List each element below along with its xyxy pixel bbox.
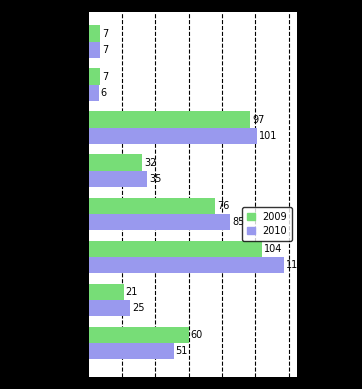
Text: 7: 7	[102, 29, 109, 39]
Bar	[89, 300, 130, 316]
Text: 6: 6	[101, 88, 107, 98]
Text: 97: 97	[252, 115, 265, 124]
Bar	[89, 154, 142, 171]
Bar	[89, 257, 283, 273]
Bar	[89, 198, 215, 214]
Bar	[89, 240, 262, 257]
Text: 101: 101	[259, 131, 277, 141]
Bar	[89, 25, 100, 42]
Text: 7: 7	[102, 45, 109, 55]
Text: 76: 76	[217, 201, 230, 211]
Text: 35: 35	[149, 174, 161, 184]
Text: 117: 117	[286, 260, 304, 270]
Text: 104: 104	[264, 244, 282, 254]
Bar	[89, 85, 99, 101]
Bar	[89, 128, 257, 144]
Text: 60: 60	[191, 330, 203, 340]
Text: 85: 85	[232, 217, 245, 227]
Bar	[89, 284, 124, 300]
Bar	[89, 68, 100, 85]
Bar	[89, 171, 147, 187]
Text: 25: 25	[132, 303, 145, 313]
Text: 7: 7	[102, 72, 109, 82]
Text: 32: 32	[144, 158, 156, 168]
Bar	[89, 214, 230, 230]
Text: 51: 51	[176, 346, 188, 356]
Bar	[89, 42, 100, 58]
Legend: 2009, 2010: 2009, 2010	[242, 207, 292, 240]
Bar	[89, 343, 174, 359]
Bar	[89, 112, 250, 128]
Bar	[89, 327, 189, 343]
Text: 21: 21	[126, 287, 138, 297]
